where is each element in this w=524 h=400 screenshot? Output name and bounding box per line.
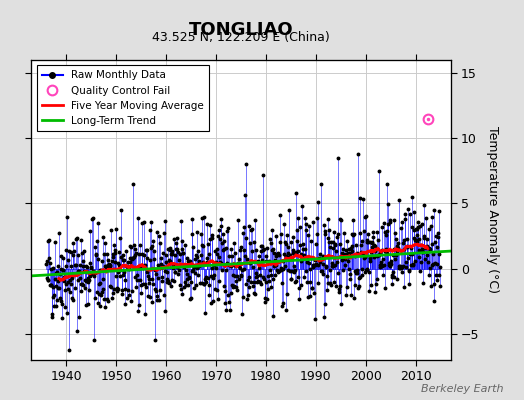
Text: Berkeley Earth: Berkeley Earth bbox=[421, 384, 503, 394]
Y-axis label: Temperature Anomaly (°C): Temperature Anomaly (°C) bbox=[486, 126, 499, 294]
Title: TONGLIAO: TONGLIAO bbox=[189, 21, 293, 39]
Legend: Raw Monthly Data, Quality Control Fail, Five Year Moving Average, Long-Term Tren: Raw Monthly Data, Quality Control Fail, … bbox=[37, 65, 209, 131]
Text: 43.525 N, 122.209 E (China): 43.525 N, 122.209 E (China) bbox=[152, 30, 330, 44]
